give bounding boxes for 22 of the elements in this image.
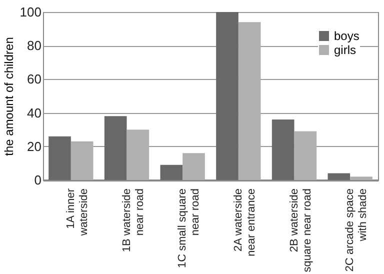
bar	[272, 120, 294, 180]
bar	[328, 173, 350, 180]
legend-label: girls	[334, 43, 356, 57]
y-tick-label: 100	[20, 4, 42, 20]
y-tick-label: 40	[27, 105, 42, 120]
y-tick-label: 20	[27, 138, 42, 154]
legend-label: boys	[334, 29, 360, 43]
x-tick-label: 1A inner waterside	[64, 188, 90, 237]
y-axis-title: the amount of children	[2, 37, 16, 156]
bar	[48, 136, 71, 180]
bar	[294, 131, 317, 180]
bar	[160, 164, 183, 180]
bar	[216, 12, 238, 180]
bar	[182, 153, 205, 180]
y-tick-label: 0	[34, 172, 42, 188]
bar	[238, 22, 261, 180]
bar	[350, 176, 372, 180]
y-tick-label: 60	[27, 72, 42, 87]
bar	[126, 130, 150, 180]
bar	[70, 141, 94, 180]
y-tick-label: 80	[27, 38, 42, 54]
bar	[104, 116, 127, 180]
